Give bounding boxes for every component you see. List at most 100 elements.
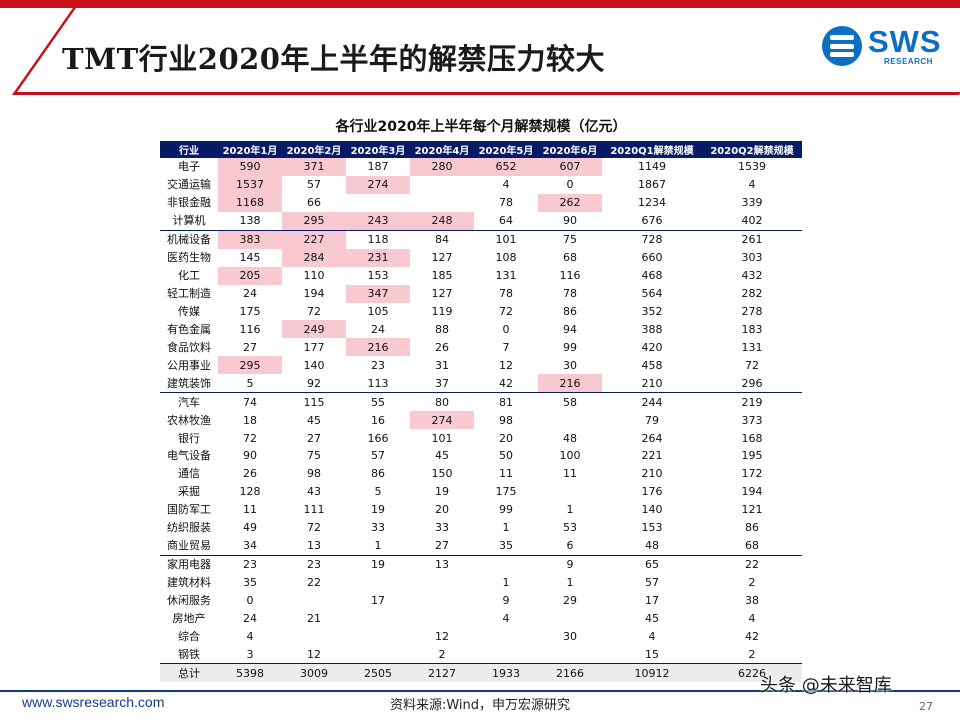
industry-cell: 农林牧渔 [167,413,211,427]
value-cell: 27 [307,431,321,445]
industry-cell: 综合 [178,629,200,643]
table-row: 房地产 24 21 4 45 4 [160,609,802,627]
footer-divider [0,690,960,692]
column-header: 2020年1月 [218,141,282,158]
value-cell: 127 [431,287,453,301]
value-cell: 90 [538,211,602,231]
value-cell: 278 [741,304,763,318]
top-accent-band [0,0,960,8]
value-cell: 195 [741,449,763,463]
value-cell: 68 [563,251,577,265]
value-cell: 110 [303,269,325,283]
value-cell: 9 [566,558,574,572]
total-value: 3009 [282,663,346,683]
value-cell: 590 [218,158,282,176]
value-cell: 468 [641,269,663,283]
sws-logo: SWS RESEARCH [822,24,942,68]
value-cell: 194 [303,287,325,301]
column-header: 2020年6月 [538,141,602,158]
value-cell: 45 [435,449,449,463]
value-cell: 30 [563,629,577,643]
value-cell: 172 [741,467,763,481]
value-cell: 84 [435,233,449,247]
value-cell: 45 [645,611,659,625]
source-note: 资料来源:Wind，申万宏源研究 [389,698,571,713]
logo-wordmark: SWS [868,24,942,59]
value-cell: 118 [367,233,389,247]
page-number: 27 [919,700,933,713]
value-cell: 131 [495,269,517,283]
value-cell: 22 [307,576,321,590]
value-cell: 373 [741,413,763,427]
total-value: 2505 [346,663,410,683]
value-cell: 111 [303,503,325,517]
value-cell: 72 [307,304,321,318]
value-cell: 244 [641,395,663,409]
value-cell: 66 [307,196,321,210]
value-cell: 11 [243,503,257,517]
value-cell: 75 [563,233,577,247]
value-cell: 4 [502,611,510,625]
watermark-text: 头条 @未来智库 [760,675,892,696]
value-cell: 383 [218,230,282,249]
value-cell: 296 [702,374,802,394]
table-row: 国防军工 11 111 19 20 99 1 140 121 [160,501,802,519]
value-cell: 19 [371,558,385,572]
value-cell: 2 [748,647,756,661]
value-cell: 57 [371,449,385,463]
value-cell [346,194,410,212]
value-cell: 140 [641,503,663,517]
value-cell: 127 [431,251,453,265]
value-cell [410,176,474,194]
value-cell: 55 [371,395,385,409]
value-cell: 652 [474,158,538,176]
value-cell [538,609,602,627]
value-cell: 248 [410,211,474,231]
title-banner: TMT行业2020年上半年的解禁压力较大 [0,8,960,96]
table-row: 公用事业 295 140 23 31 12 30 458 72 [160,356,802,375]
value-cell: 86 [563,304,577,318]
table-row: 计算机 138 295 243 248 64 90 676 402 [160,211,802,231]
value-cell: 26 [243,467,257,481]
value-cell: 261 [741,233,763,247]
website-link[interactable]: www.swsresearch.com [22,694,165,710]
value-cell: 24 [243,611,257,625]
value-cell: 43 [307,485,321,499]
table-row: 商业贸易 34 13 1 27 35 6 48 68 [160,536,802,556]
unlock-scale-table: 行业 2020年1月 2020年2月 2020年3月 2020年4月 2020年… [160,141,802,683]
value-cell: 138 [218,211,282,231]
value-cell: 121 [741,503,763,517]
value-cell [538,645,602,663]
table-row: 家用电器 23 23 19 13 9 65 22 [160,555,802,573]
table-row: 建筑材料 35 22 1 1 57 2 [160,574,802,592]
value-cell: 81 [499,395,513,409]
value-cell: 86 [745,521,759,535]
table-row: 通信 26 98 86 150 11 11 210 172 [160,465,802,483]
value-cell: 339 [741,196,763,210]
total-value: 10912 [602,663,702,683]
value-cell: 101 [431,431,453,445]
industry-cell: 休闲服务 [167,593,211,607]
value-cell: 15 [645,647,659,661]
value-cell: 128 [239,485,261,499]
value-cell: 80 [435,395,449,409]
value-cell: 347 [346,284,410,303]
industry-cell: 汽车 [178,395,200,409]
value-cell: 108 [495,251,517,265]
table-row: 电子 590 371 187 280 652 607 1149 1539 [160,158,802,176]
value-cell: 119 [431,304,453,318]
value-cell: 4 [748,178,756,192]
value-cell: 388 [641,322,663,336]
industry-cell: 计算机 [160,211,218,231]
value-cell: 175 [239,304,261,318]
value-cell: 295 [282,211,346,231]
value-cell: 45 [307,413,321,427]
value-cell: 24 [243,287,257,301]
value-cell: 4 [748,611,756,625]
table-row: 纺织服装 49 72 33 33 1 53 153 86 [160,519,802,537]
table-row: 食品饮料 27 177 216 26 7 99 420 131 [160,338,802,357]
value-cell: 12 [307,647,321,661]
value-cell: 88 [435,322,449,336]
table-row: 建筑装饰 5 92 113 37 42 216 210 296 [160,374,802,394]
value-cell: 1539 [738,160,766,174]
